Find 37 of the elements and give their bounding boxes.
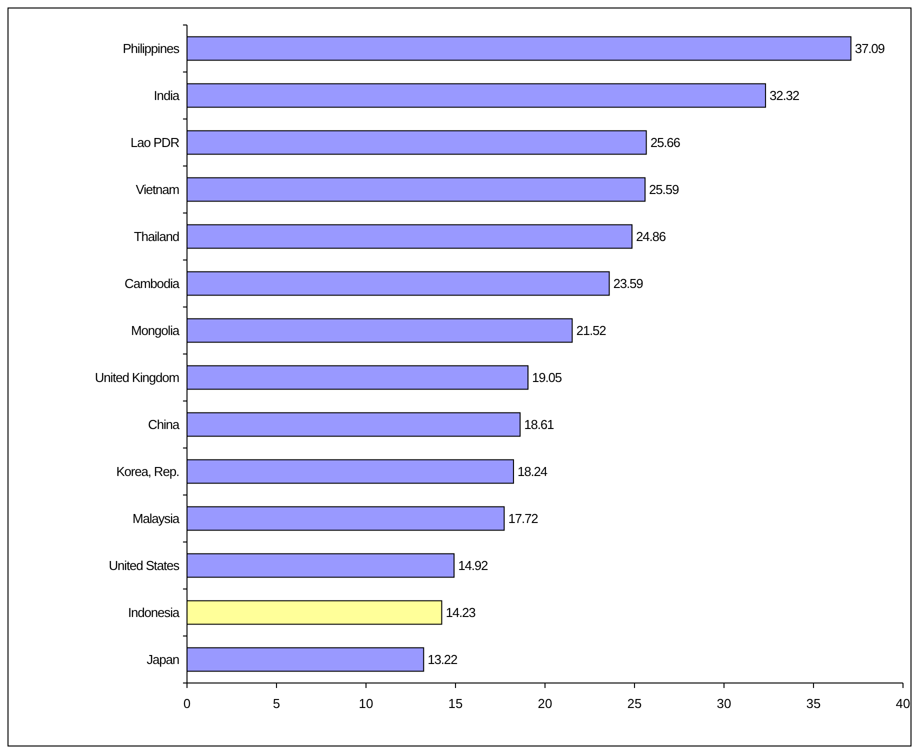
- x-tick-label: 15: [448, 696, 463, 711]
- y-tick-label: Indonesia: [128, 605, 180, 620]
- data-label: 25.59: [649, 182, 679, 198]
- data-label: 14.92: [458, 558, 488, 574]
- data-label: 14.23: [446, 605, 476, 620]
- data-label: 24.86: [636, 229, 666, 244]
- y-tick-label: India: [154, 88, 180, 104]
- data-label: 37.09: [854, 41, 885, 56]
- data-label: 17.72: [508, 511, 538, 526]
- y-tick-label: Japan: [146, 652, 180, 668]
- y-tick-label: China: [148, 417, 180, 432]
- data-label: 18.24: [517, 464, 548, 480]
- data-label: 32.32: [770, 88, 800, 104]
- y-tick-label: Lao PDR: [130, 135, 180, 150]
- y-tick-label: Thailand: [134, 229, 180, 244]
- y-tick-label: Vietnam: [136, 182, 179, 198]
- x-tick-label: 40: [896, 696, 910, 711]
- x-tick-label: 20: [538, 696, 552, 711]
- data-label: 25.66: [650, 135, 680, 150]
- data-label: 21.52: [576, 323, 606, 338]
- x-tick-label: 5: [272, 696, 280, 711]
- y-tick-label: United Kingdom: [94, 370, 179, 386]
- x-tick-label: 0: [183, 696, 191, 711]
- data-label: 18.61: [524, 417, 554, 432]
- y-tick-label: Cambodia: [124, 276, 180, 292]
- y-tick-label: United States: [108, 558, 180, 574]
- data-label: 23.59: [613, 276, 644, 292]
- y-tick-label: Philippines: [122, 41, 180, 56]
- x-tick-label: 35: [806, 696, 821, 711]
- x-tick-label: 10: [358, 696, 374, 711]
- y-tick-label: Korea, Rep.: [116, 464, 179, 480]
- x-tick-label: 30: [716, 696, 732, 711]
- data-label: 19.05: [532, 370, 562, 386]
- y-tick-label: Malaysia: [132, 511, 180, 526]
- x-tick-label: 25: [627, 696, 642, 711]
- data-label: 13.22: [428, 652, 458, 668]
- y-tick-label: Mongolia: [131, 323, 180, 338]
